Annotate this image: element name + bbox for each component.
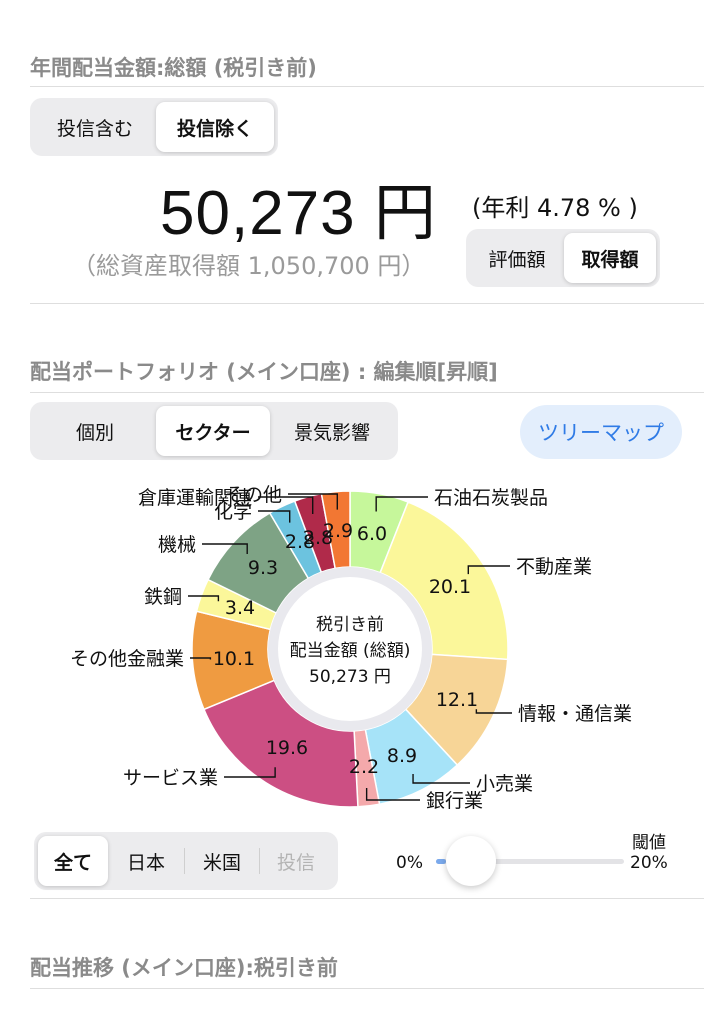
center-label-line1: 税引き前 — [316, 615, 384, 635]
region-japan-tab[interactable]: 日本 — [126, 851, 165, 874]
tab-sector[interactable]: セクター — [156, 406, 270, 456]
threshold-slider-track[interactable] — [436, 859, 624, 864]
total-acquisition-amount: （総資産取得額 1,050,700 円） — [72, 252, 426, 280]
sector-donut-chart: 税引き前 配当金額 (総額) 50,273 円 6.0 石油石炭製品 20.1 不動産… — [70, 484, 632, 812]
region-all-tab[interactable]: 全て — [38, 836, 108, 886]
divider — [30, 898, 704, 899]
slice-leader-line — [475, 709, 512, 714]
slice-category-label: 化学 — [214, 501, 252, 523]
slice-value-label: 2.9 — [323, 520, 353, 542]
market-value-button[interactable]: 評価額 — [488, 248, 546, 271]
slider-min-label: 0% — [396, 853, 423, 873]
region-tabs: 全て 日本 米国 投信 — [34, 832, 338, 890]
slice-value-label: 2.8 — [285, 531, 315, 553]
slice-leader-line — [190, 657, 212, 660]
slice-value-label: 10.1 — [213, 648, 255, 670]
threshold-slider-thumb[interactable] — [446, 836, 496, 886]
slider-max-label: 20% — [630, 853, 668, 873]
acquisition-value-button[interactable]: 取得額 — [564, 233, 656, 283]
slice-value-label: 2.8 — [303, 527, 333, 549]
separator — [259, 848, 260, 874]
slice-category-label: 鉄鋼 — [144, 586, 182, 608]
slice-leader-line — [202, 543, 248, 554]
slice-leader-line — [258, 510, 291, 523]
basis-toggle: 評価額 取得額 — [466, 229, 660, 287]
center-total-amount: 50,273 円 — [309, 667, 391, 687]
slice-category-label: サービス業 — [123, 767, 218, 789]
portfolio-title: 配当ポートフォリオ (メイン口座) : 編集順[昇順] — [30, 360, 498, 384]
slice-category-label: その他 — [225, 484, 282, 506]
region-funds-tab: 投信 — [276, 851, 315, 874]
divider — [30, 86, 704, 87]
portfolio-view-tabs: 個別 セクター 景気影響 — [30, 402, 398, 460]
slice-leader-line — [258, 496, 314, 515]
donut-hole — [278, 577, 422, 721]
annual-dividend-title: 年間配当金額:総額 (税引き前) — [30, 56, 317, 80]
slice-value-label: 20.1 — [429, 576, 471, 598]
tab-economic-impact[interactable]: 景気影響 — [293, 421, 370, 444]
threshold-label: 閾値 — [632, 833, 666, 853]
dividend-history-title: 配当推移 (メイン口座):税引き前 — [30, 956, 338, 980]
threshold-slider-fill — [436, 859, 446, 864]
separator — [184, 848, 185, 874]
slice-value-label: 19.6 — [266, 737, 308, 759]
slice-category-label: 銀行業 — [426, 790, 483, 812]
slice-value-label: 2.2 — [349, 756, 379, 778]
slice-leader-line — [224, 767, 276, 778]
region-us-tab[interactable]: 米国 — [202, 851, 241, 874]
slice-category-label: 機械 — [158, 534, 196, 556]
treemap-button[interactable]: ツリーマップ — [520, 405, 682, 459]
slice-category-label: 不動産業 — [516, 556, 592, 578]
slice-leader-line — [188, 595, 220, 602]
slice-value-label: 9.3 — [248, 557, 278, 579]
divider — [30, 303, 704, 304]
slice-leader-line — [375, 496, 428, 512]
slice-value-label: 12.1 — [436, 689, 478, 711]
slice-category-label: 情報・通信業 — [518, 703, 632, 725]
fund-toggle: 投信含む 投信除く — [30, 98, 278, 156]
slice-leader-line — [412, 773, 470, 784]
divider — [30, 988, 704, 989]
slice-value-label: 8.9 — [387, 745, 417, 767]
slice-value-label: 6.0 — [357, 523, 387, 545]
include-funds-button[interactable]: 投信含む — [56, 117, 133, 140]
slice-category-label: 倉庫運輸関連 — [138, 487, 252, 509]
slice-leader-line — [467, 565, 510, 575]
exclude-funds-button[interactable]: 投信除く — [156, 102, 274, 152]
annual-dividend-amount: 50,273 円 — [160, 179, 437, 248]
slice-category-label: その他金融業 — [70, 648, 184, 670]
annual-yield: (年利 4.78 % ) — [472, 194, 638, 222]
slice-leader-line — [288, 493, 338, 510]
divider — [30, 392, 704, 393]
tab-individual[interactable]: 個別 — [75, 421, 114, 444]
slice-value-label: 3.4 — [225, 597, 255, 619]
slice-leader-line — [365, 788, 420, 801]
slice-category-label: 小売業 — [476, 773, 533, 795]
slice-category-label: 石油石炭製品 — [434, 487, 548, 509]
center-label-line2: 配当金額 (総額) — [290, 641, 411, 661]
